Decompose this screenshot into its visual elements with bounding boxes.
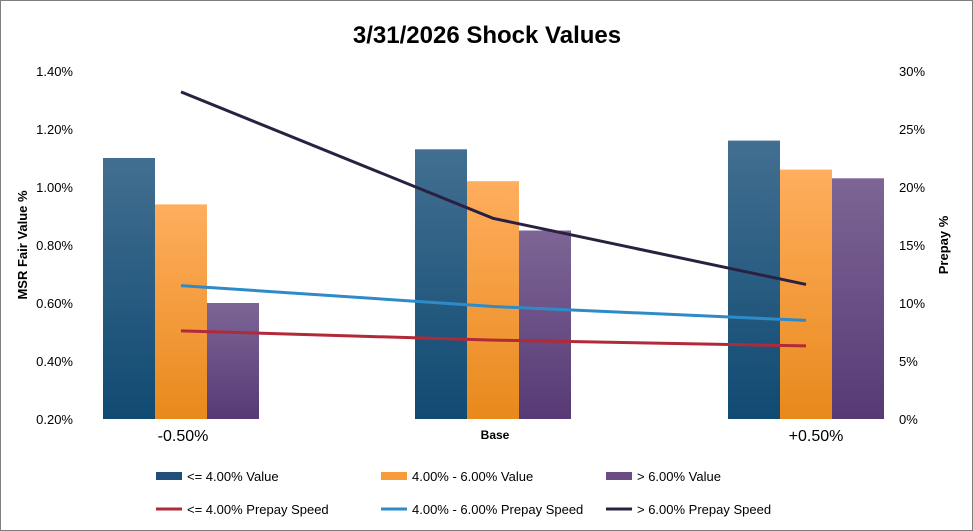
chart-title: 3/31/2026 Shock Values (353, 22, 621, 49)
bar (155, 204, 207, 419)
x-tick-label: +0.50% (789, 428, 844, 445)
y2-tick-label: 5% (899, 354, 918, 369)
prepay-line (180, 284, 807, 322)
y-tick-label: 0.40% (36, 354, 73, 369)
bar (728, 140, 780, 419)
y-tick-label: 0.60% (36, 296, 73, 311)
y-tick-label: 0.20% (36, 412, 73, 427)
y-tick-label: 1.00% (36, 180, 73, 195)
prepay-line (180, 329, 807, 348)
legend-label: > 6.00% Value (637, 469, 721, 484)
legend-item: > 6.00% Prepay Speed (606, 502, 771, 517)
y-tick-label: 0.80% (36, 238, 73, 253)
legend-label: 4.00% - 6.00% Value (412, 469, 533, 484)
y2-tick-label: 25% (899, 122, 925, 137)
x-tick-label: -0.50% (158, 428, 209, 445)
legend-item: 4.00% - 6.00% Value (381, 469, 533, 484)
x-tick-label: Base (481, 428, 510, 442)
y2-tick-label: 0% (899, 412, 918, 427)
legend-label: 4.00% - 6.00% Prepay Speed (412, 502, 583, 517)
legend-item: <= 4.00% Value (156, 469, 279, 484)
bar (832, 178, 884, 419)
bar (780, 169, 832, 419)
legend-label: > 6.00% Prepay Speed (637, 502, 771, 517)
bar (415, 149, 467, 420)
legend-swatch (156, 472, 182, 480)
bar (519, 230, 571, 419)
bar (207, 303, 259, 419)
legend-label: <= 4.00% Prepay Speed (187, 502, 329, 517)
legend-swatch (606, 472, 632, 480)
y2-tick-label: 15% (899, 238, 925, 253)
legend-swatch (381, 472, 407, 480)
prepay-line (180, 90, 807, 286)
legend-item: <= 4.00% Prepay Speed (156, 502, 329, 517)
y2-tick-label: 10% (899, 296, 925, 311)
y2-tick-label: 30% (899, 64, 925, 79)
bar (103, 158, 155, 419)
legend-item: 4.00% - 6.00% Prepay Speed (381, 502, 583, 517)
y2-tick-label: 20% (899, 180, 925, 195)
y-tick-label: 1.40% (36, 64, 73, 79)
legend-item: > 6.00% Value (606, 469, 721, 484)
y2-axis-label: Prepay % (936, 215, 951, 274)
y-axis-label: MSR Fair Value % (15, 190, 30, 300)
legend-label: <= 4.00% Value (187, 469, 279, 484)
y-tick-label: 1.20% (36, 122, 73, 137)
